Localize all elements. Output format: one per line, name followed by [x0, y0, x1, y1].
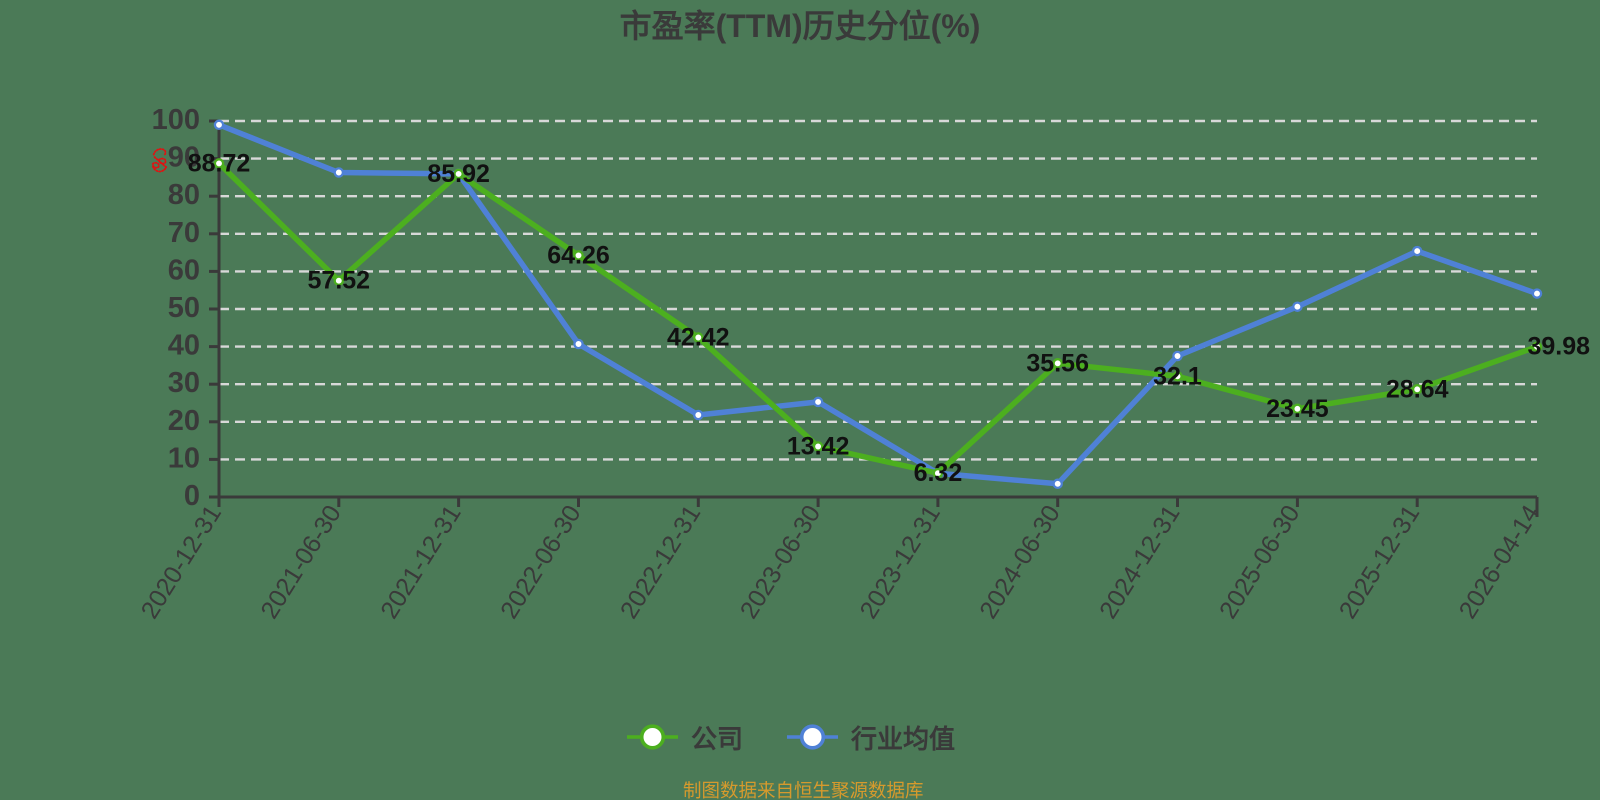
svg-text:30: 30 [168, 367, 200, 399]
svg-text:39.98: 39.98 [1527, 333, 1590, 361]
svg-text:制图数据来自恒生聚源数据库: 制图数据来自恒生聚源数据库 [683, 780, 924, 800]
svg-text:50: 50 [168, 292, 200, 324]
svg-text:100: 100 [152, 104, 200, 136]
svg-text:57.52: 57.52 [308, 267, 371, 295]
svg-text:23.45: 23.45 [1266, 395, 1329, 423]
svg-text:28.64: 28.64 [1386, 375, 1449, 403]
svg-text:13.42: 13.42 [787, 433, 850, 461]
svg-text:40: 40 [168, 330, 200, 362]
svg-text:市盈率(TTM)历史分位(%): 市盈率(TTM)历史分位(%) [620, 8, 981, 44]
svg-text:0: 0 [184, 480, 200, 512]
svg-text:32.1: 32.1 [1153, 362, 1202, 390]
svg-text:88.72: 88.72 [188, 149, 251, 177]
svg-text:80: 80 [168, 179, 200, 211]
svg-text:60: 60 [168, 254, 200, 286]
svg-text:64.26: 64.26 [547, 241, 610, 269]
svg-text:公司: 公司 [691, 724, 743, 754]
svg-text:20: 20 [168, 405, 200, 437]
svg-text:行业均值: 行业均值 [850, 724, 955, 754]
svg-text:42.42: 42.42 [667, 324, 730, 352]
svg-text:10: 10 [168, 442, 200, 474]
svg-text:85.92: 85.92 [427, 160, 490, 188]
svg-text:35.56: 35.56 [1026, 349, 1089, 377]
svg-text:6.32: 6.32 [914, 459, 963, 487]
svg-text:70: 70 [168, 217, 200, 249]
